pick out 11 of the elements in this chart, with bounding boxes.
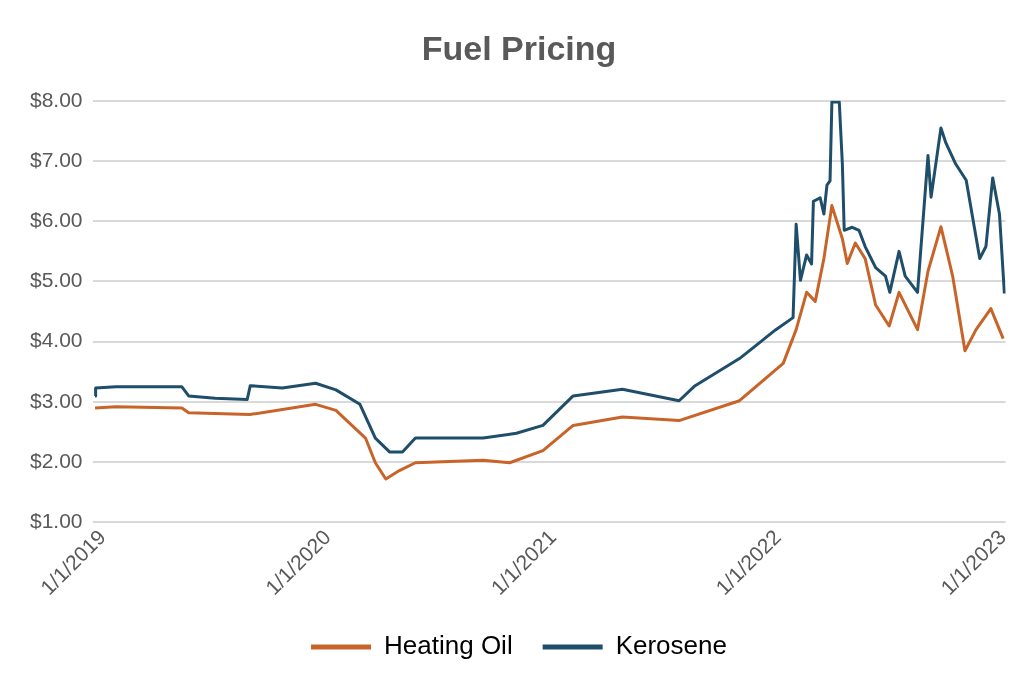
legend-label: Heating Oil — [384, 630, 513, 661]
y-tick-label: $4.00 — [29, 328, 83, 352]
legend-label: Kerosene — [615, 630, 727, 661]
y-tick-label: $2.00 — [29, 448, 83, 472]
y-tick-label: $1.00 — [29, 509, 83, 533]
chart-title: Fuel Pricing — [421, 28, 617, 67]
y-tick-label: $7.00 — [29, 147, 83, 171]
y-tick-label: $8.00 — [29, 87, 83, 111]
y-tick-label: $3.00 — [29, 388, 83, 412]
y-tick-label: $5.00 — [29, 268, 83, 292]
y-tick-label: $6.00 — [29, 208, 83, 232]
